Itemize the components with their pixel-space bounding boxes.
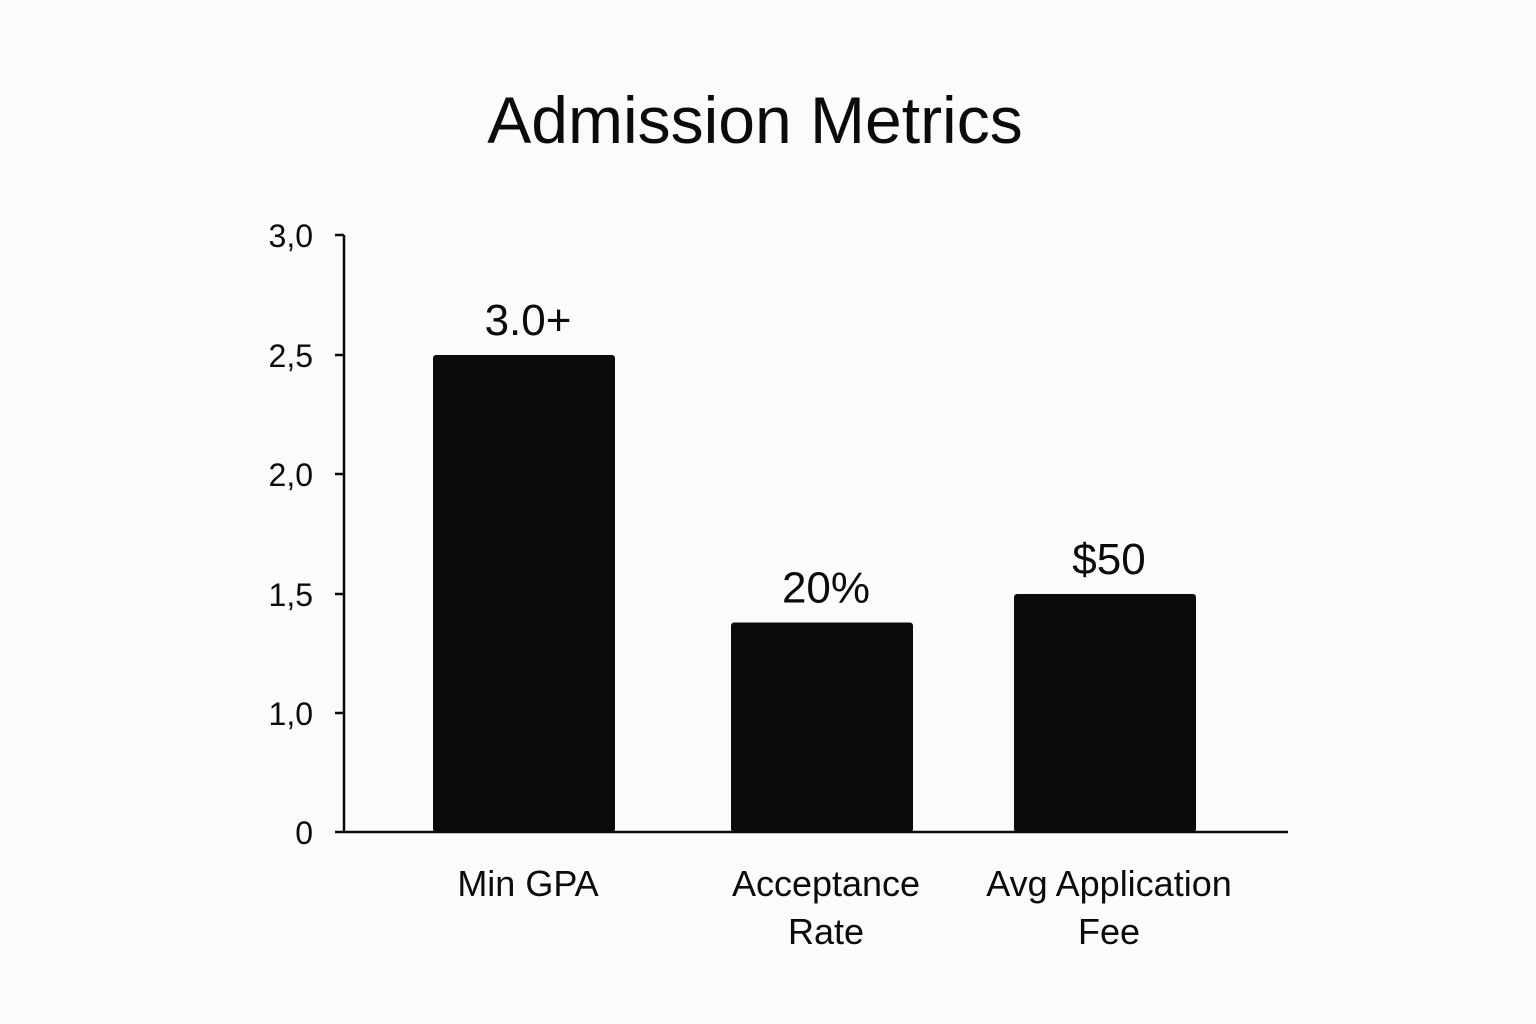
y-tick-label: 2,5 — [269, 338, 313, 374]
y-tick-label: 2,0 — [269, 457, 313, 493]
data-label: 3.0+ — [485, 296, 572, 345]
y-tick-label: 1,5 — [269, 577, 313, 613]
bar — [433, 355, 615, 832]
category-label: Acceptance Rate — [732, 863, 920, 952]
data-label: 20% — [782, 564, 870, 613]
bar — [1014, 594, 1196, 832]
y-tick-label: 1,0 — [269, 696, 313, 732]
bar — [731, 622, 913, 832]
y-tick-label: 3,0 — [269, 218, 313, 254]
category-label: Avg Application Fee — [986, 863, 1232, 952]
data-label: $50 — [1072, 535, 1145, 584]
y-tick-label: 0 — [295, 815, 313, 851]
category-label: Min GPA — [457, 863, 598, 904]
chart-title: Admission Metrics — [487, 83, 1023, 157]
